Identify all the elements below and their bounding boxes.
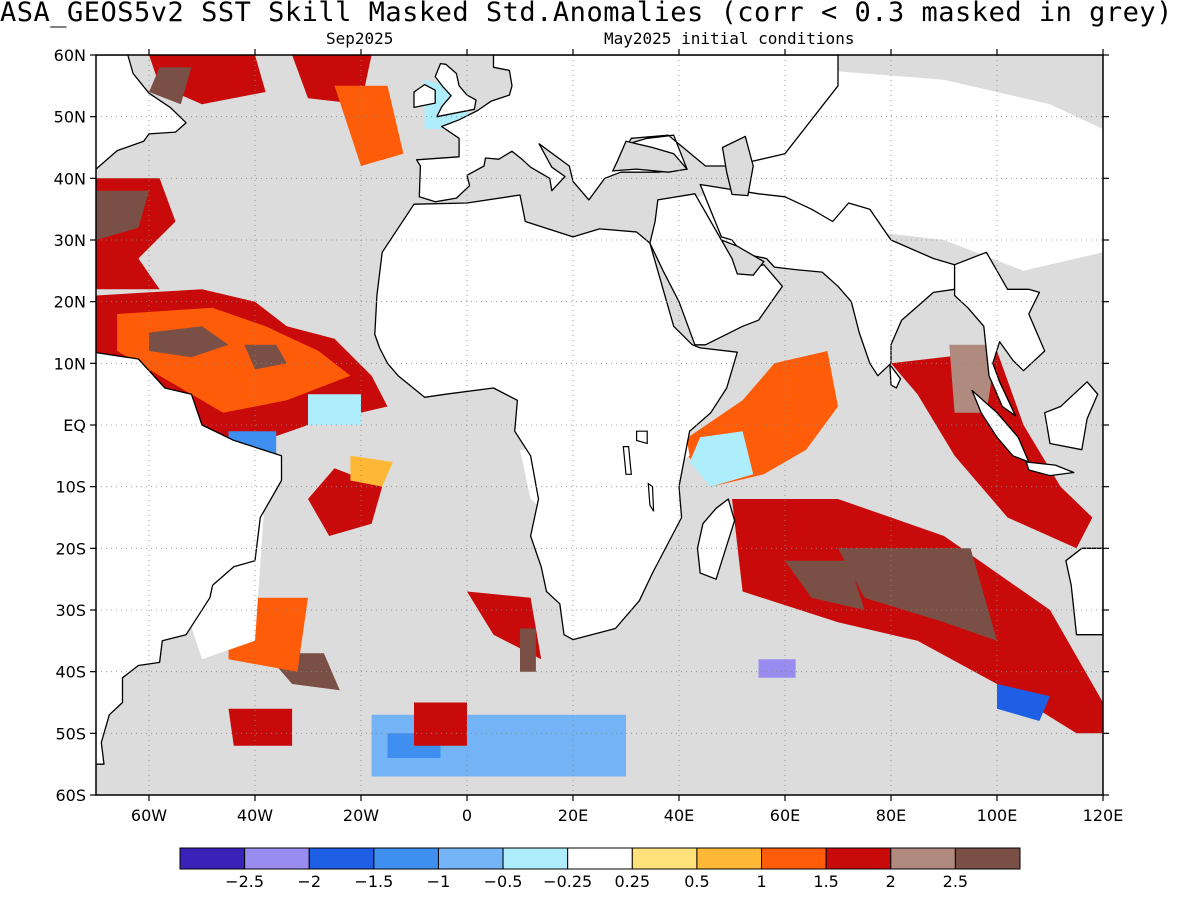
axis-ticks: 60N 50N 40N 30N 20N 10N EQ 10S 20S 30S 40S 50S 60S 60… [54,46,1124,825]
land-areas [96,55,1103,765]
colorbar-swatch [179,847,246,870]
colorbar-swatch [244,847,310,870]
lon-tick-label: 20W [343,806,379,825]
colorbar-label: −0.5 [483,872,523,891]
map-plot-area [96,55,1103,795]
page-title: ASA_GEOS5v2 SST Skill Masked Std.Anomali… [0,0,1173,28]
lon-tick-label: 60W [131,806,167,825]
lat-tick-label: 60S [55,786,86,805]
lon-tick-label: 60E [770,806,800,825]
lon-tick-label: 80E [876,806,906,825]
colorbar-label: −2 [297,872,322,891]
colorbar-label: 0.25 [614,872,651,891]
lon-tick-label: 40E [664,806,694,825]
lat-tick-label: EQ [63,416,86,435]
colorbar-label: 0.5 [684,872,710,891]
lon-tick-label: 120E [1083,806,1124,825]
colorbar-swatch [308,847,375,870]
lat-tick-label: 50N [54,108,86,127]
colorbar [179,847,1021,870]
colorbar-swatch [502,847,569,870]
lon-tick-label: 20E [558,806,588,825]
lat-tick-label: 20S [55,539,86,558]
colorbar-swatch [567,847,633,870]
colorbar-swatch [631,847,698,870]
lon-tick-label: 100E [977,806,1018,825]
lat-tick-label: 40S [55,663,86,682]
lat-tick-label: 20N [54,293,86,312]
lat-tick-label: 60N [54,46,86,65]
grid-lines [96,55,1103,795]
colorbar-swatch [890,847,956,870]
lat-tick-label: 30S [55,601,86,620]
colorbar-label: −1 [426,872,451,891]
colorbar-swatch [696,847,763,870]
lat-tick-label: 40N [54,169,86,188]
colorbar-label: −0.25 [543,872,593,891]
colorbar-swatch [825,847,892,870]
colorbar-swatch [954,847,1021,870]
lat-tick-label: 10N [54,354,86,373]
colorbar-label: −1.5 [354,872,394,891]
lat-tick-label: 30N [54,231,86,250]
lat-tick-label: 10S [55,478,86,497]
lon-tick-label: 40W [237,806,273,825]
initial-conditions: May2025 initial conditions [604,29,855,48]
colorbar-label: 2.5 [942,872,969,891]
colorbar-label: 1.5 [813,872,839,891]
colorbar-swatch [761,847,827,870]
lat-tick-label: 50S [55,724,86,743]
lon-tick-label: 0 [462,806,472,825]
colorbar-swatch [437,847,504,870]
colorbar-swatch [373,847,439,870]
colorbar-label: 1 [756,872,767,891]
forecast-month: Sep2025 [326,29,394,48]
colorbar-label: 2 [885,872,896,891]
colorbar-label: −2.5 [225,872,265,891]
